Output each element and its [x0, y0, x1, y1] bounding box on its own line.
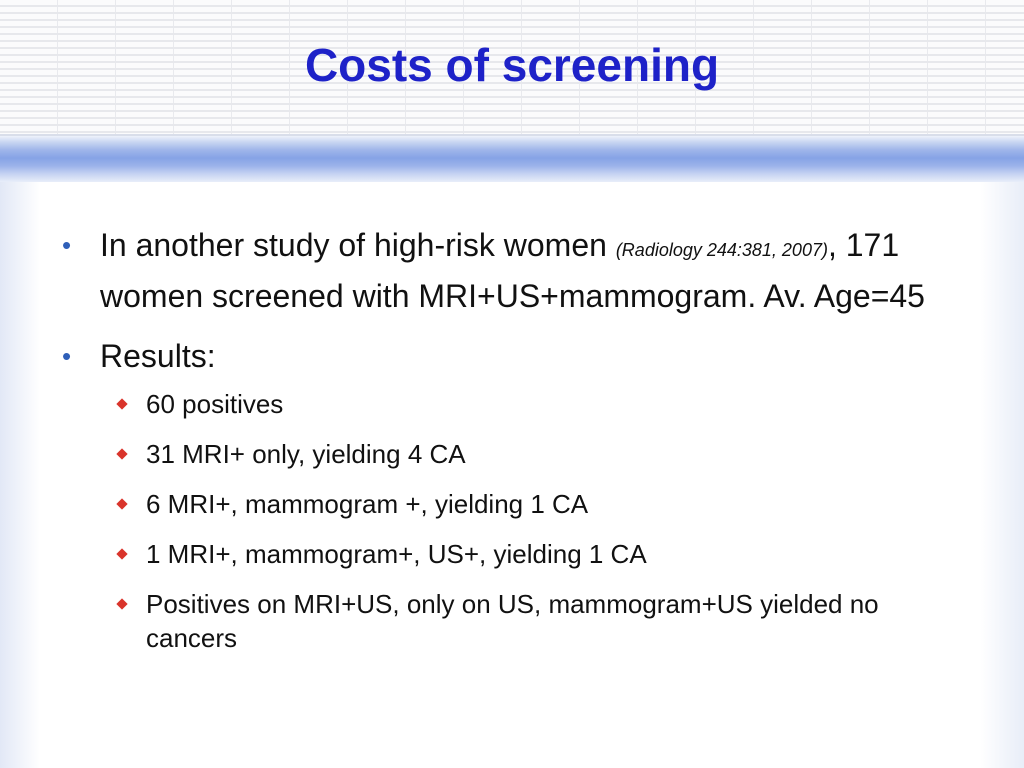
sub-bullet-item: Positives on MRI+US, only on US, mammogr…: [62, 587, 962, 655]
bullet-item: • In another study of high-risk women (R…: [62, 222, 962, 319]
sub-bullet-item: 31 MRI+ only, yielding 4 CA: [62, 437, 962, 471]
slide-title: Costs of screening: [304, 39, 720, 91]
header-grid-background: [0, 0, 1024, 136]
results-sublist: 60 positives 31 MRI+ only, yielding 4 CA…: [62, 387, 962, 655]
slide-body: • In another study of high-risk women (R…: [62, 222, 962, 671]
bullet-dot-icon: •: [62, 230, 72, 260]
bullet-text: Results:: [100, 338, 216, 374]
header-divider: [0, 134, 1024, 136]
diamond-bullet-icon: [116, 448, 128, 460]
sub-bullet-text: 31 MRI+ only, yielding 4 CA: [146, 439, 466, 469]
sub-bullet-item: 60 positives: [62, 387, 962, 421]
bullet-text: In another study of high-risk women: [100, 227, 616, 263]
sub-bullet-text: Positives on MRI+US, only on US, mammogr…: [146, 589, 879, 653]
header-gradient-band: [0, 136, 1024, 182]
sub-bullet-text: 6 MRI+, mammogram +, yielding 1 CA: [146, 489, 589, 519]
bullet-dot-icon: •: [62, 341, 72, 371]
sub-bullet-text: 1 MRI+, mammogram+, US+, yielding 1 CA: [146, 539, 647, 569]
sub-bullet-item: 6 MRI+, mammogram +, yielding 1 CA: [62, 487, 962, 521]
diamond-bullet-icon: [116, 548, 128, 560]
bullet-text-continued: , 171 women screened with MRI+US+mammogr…: [100, 227, 925, 314]
diamond-bullet-icon: [116, 598, 128, 610]
citation: (Radiology 244:381, 2007): [615, 240, 828, 260]
diamond-bullet-icon: [116, 498, 128, 510]
sub-bullet-text: 60 positives: [146, 389, 284, 419]
bullet-item: • Results:: [62, 333, 962, 379]
diamond-bullet-icon: [116, 398, 128, 410]
sub-bullet-item: 1 MRI+, mammogram+, US+, yielding 1 CA: [62, 537, 962, 571]
